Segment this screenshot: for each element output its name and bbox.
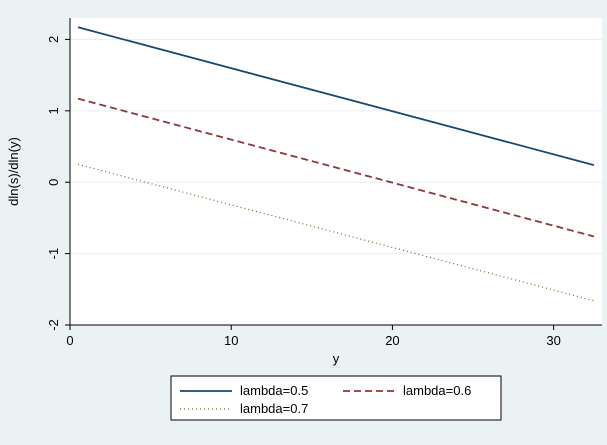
y-axis-label: dln(s)/dln(y) bbox=[6, 137, 21, 206]
x-tick-label: 10 bbox=[224, 333, 238, 348]
y-tick-label: -1 bbox=[46, 248, 61, 260]
legend-box bbox=[170, 375, 502, 421]
y-tick-label: -2 bbox=[46, 319, 61, 331]
series-line-3 bbox=[77, 163, 595, 302]
x-axis-label: y bbox=[333, 351, 340, 366]
series-line-2 bbox=[77, 97, 595, 238]
legend-label-1: lambda=0.5 bbox=[240, 383, 308, 398]
y-tick-label: 2 bbox=[46, 36, 61, 43]
plot-area bbox=[70, 18, 602, 325]
x-tick-label: 0 bbox=[66, 333, 73, 348]
x-tick-label: 30 bbox=[546, 333, 560, 348]
series-line-1 bbox=[77, 26, 595, 166]
legend-label-2: lambda=0.6 bbox=[403, 383, 471, 398]
y-tick-label: 1 bbox=[46, 107, 61, 114]
legend: lambda=0.5 lambda=0.6 lambda=0.7 bbox=[170, 375, 502, 421]
x-tick-label: 20 bbox=[385, 333, 399, 348]
legend-label-3: lambda=0.7 bbox=[240, 401, 308, 416]
series-lines bbox=[77, 26, 595, 302]
y-tick-label: 0 bbox=[46, 179, 61, 186]
axes: 210-1-20 10 20 30 bbox=[46, 18, 602, 348]
